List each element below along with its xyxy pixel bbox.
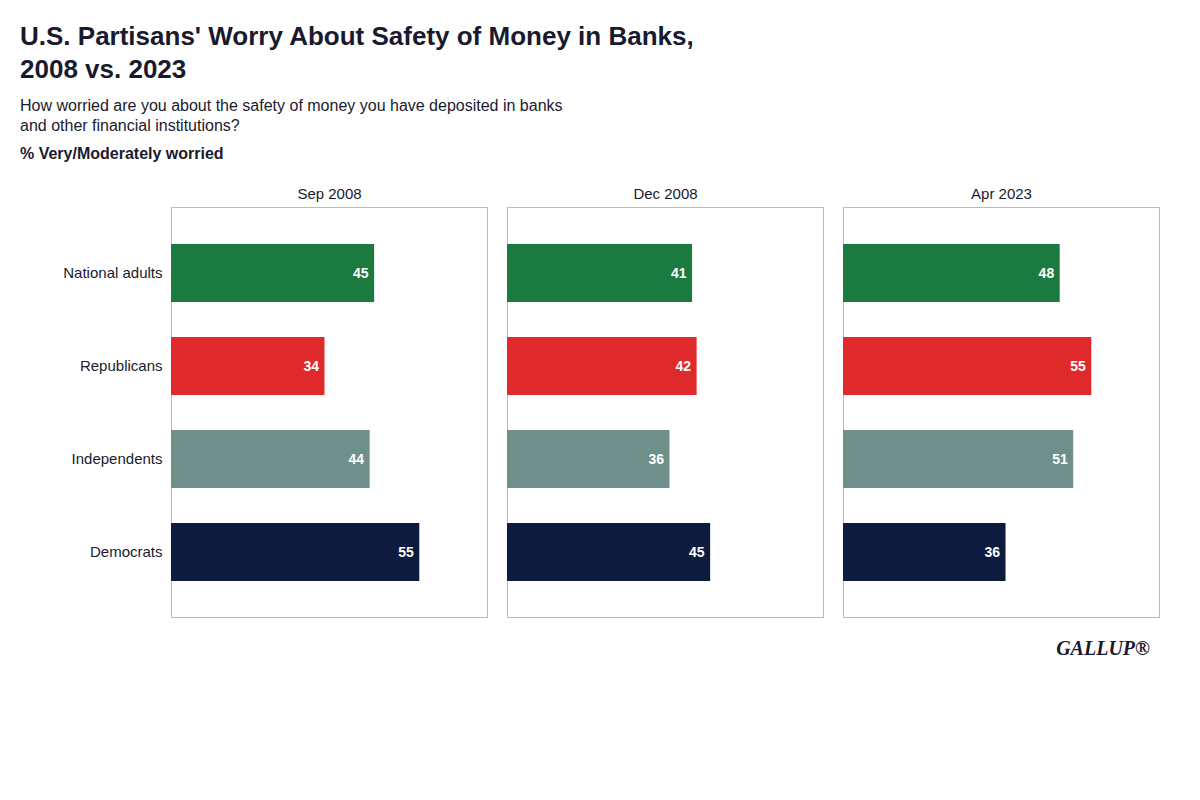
svg-text:42: 42 (676, 358, 692, 374)
svg-text:41: 41 (671, 265, 687, 281)
svg-text:Apr 2023: Apr 2023 (971, 185, 1032, 202)
svg-text:Democrats: Democrats (90, 543, 163, 560)
svg-text:44: 44 (349, 451, 365, 467)
svg-text:Republicans: Republicans (80, 357, 163, 374)
svg-text:55: 55 (398, 544, 414, 560)
svg-text:Independents: Independents (72, 450, 163, 467)
svg-text:34: 34 (303, 358, 319, 374)
html-text:How worried are you about the: How worried are you about the safety of … (20, 97, 563, 114)
svg-text:45: 45 (353, 265, 369, 281)
svg-text:Dec 2008: Dec 2008 (633, 185, 697, 202)
svg-text:Sep 2008: Sep 2008 (297, 185, 361, 202)
svg-text:48: 48 (1039, 265, 1055, 281)
svg-text:55: 55 (1070, 358, 1086, 374)
html-text:GALLUP®: GALLUP® (1056, 637, 1150, 659)
svg-text:36: 36 (648, 451, 664, 467)
svg-text:36: 36 (984, 544, 1000, 560)
svg-text:National adults: National adults (63, 264, 162, 281)
svg-text:45: 45 (689, 544, 705, 560)
html-text:and other financial institutio: and other financial institutions? (20, 117, 240, 134)
html-text:% Very/Moderately worried: % Very/Moderately worried (20, 145, 224, 162)
svg-text:51: 51 (1052, 451, 1068, 467)
html-text:U.S. Partisans' Worry About Sa: U.S. Partisans' Worry About Safety of Mo… (20, 21, 694, 84)
